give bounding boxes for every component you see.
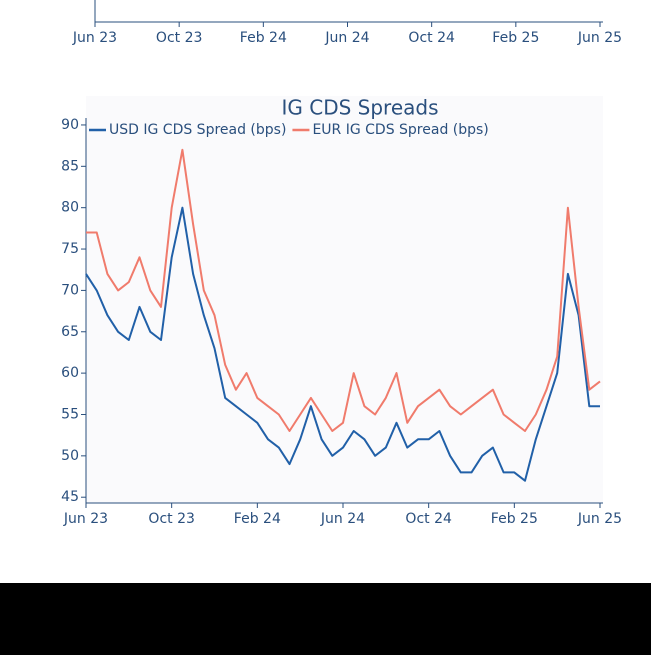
x-tick-label: Jun 23 — [63, 511, 108, 527]
x-tick-label: Oct 23 — [156, 30, 202, 46]
black-band — [0, 583, 651, 655]
y-tick-label: 60 — [61, 365, 79, 381]
legend-label: USD IG CDS Spread (bps) — [109, 122, 286, 138]
series-line — [85, 206, 600, 482]
x-tick-label: Jun 25 — [577, 511, 622, 527]
x-tick-label: Feb 24 — [234, 511, 281, 527]
x-tick-label: Oct 24 — [405, 511, 452, 527]
y-tick-label: 80 — [61, 200, 79, 216]
x-tick-label: Feb 25 — [491, 511, 538, 527]
y-tick-label: 55 — [61, 406, 79, 422]
x-tick-label: Jun 24 — [320, 511, 365, 527]
x-tick-label: Jun 24 — [324, 30, 369, 46]
y-tick-label: 90 — [61, 117, 79, 133]
y-tick-label: 65 — [61, 324, 79, 340]
y-tick-label: 85 — [61, 158, 79, 174]
x-tick-label: Feb 24 — [240, 30, 287, 46]
y-tick-label: 50 — [61, 448, 79, 464]
legend-label: EUR IG CDS Spread (bps) — [312, 122, 488, 138]
x-tick-label: Oct 24 — [408, 30, 455, 46]
plot-area — [86, 96, 603, 503]
y-tick-label: 45 — [61, 489, 79, 505]
x-tick-label: Jun 23 — [72, 30, 117, 46]
chart-title: IG CDS Spreads — [281, 96, 438, 120]
y-tick-label: 75 — [61, 241, 79, 257]
x-tick-label: Feb 25 — [492, 30, 539, 46]
x-tick-label: Oct 23 — [148, 511, 194, 527]
y-tick-label: 70 — [61, 282, 79, 298]
series-line — [86, 148, 601, 432]
x-tick-label: Jun 25 — [577, 30, 622, 46]
